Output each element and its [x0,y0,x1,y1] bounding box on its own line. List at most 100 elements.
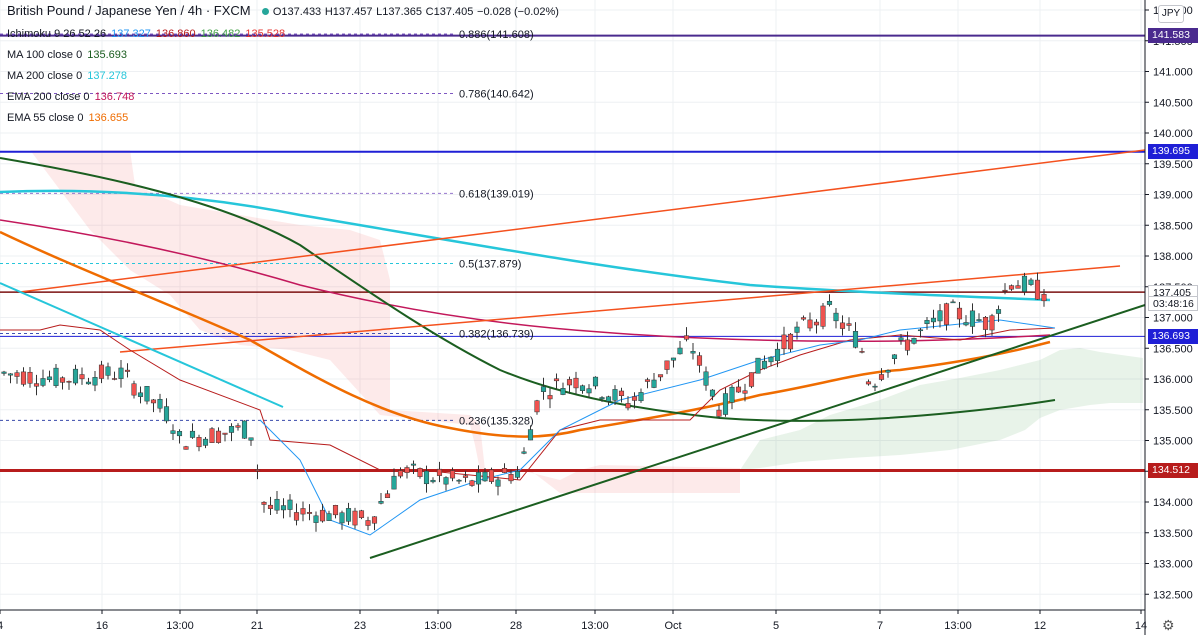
candle-body [124,369,131,372]
time-tick-label: 12 [1034,620,1046,632]
candle-body [300,508,306,515]
currency-button[interactable]: JPY [1158,5,1184,23]
candle-body [352,510,358,526]
candle-body [625,403,631,409]
candle-body [287,499,293,510]
candle-body [215,430,222,443]
indicator-value: 136.655 [88,112,129,124]
ohlc-high: H137.457 [324,6,373,18]
fib-label: 0.886(141.608) [459,29,534,41]
ohlc-change: −0.028 (−0.02%) [477,6,559,18]
candle-body [495,479,501,487]
candle-body [345,508,352,522]
candle-body [1021,275,1028,292]
price-tick-label: 140.000 [1153,128,1193,140]
indicator-name: EMA 200 close 0 [7,91,90,103]
candle-body [605,396,612,402]
candle-body [800,317,807,320]
indicator-value: 137.327 [111,28,151,40]
candle-body [202,438,209,446]
candle-body [573,377,579,389]
candle-body [339,512,345,524]
candle-body [1015,285,1021,289]
indicator-legend-row[interactable]: EMA 55 close 0 136.655 [7,112,128,124]
candle-body [995,309,1002,314]
candle-body [631,396,638,401]
ema-200-line [0,219,1051,342]
candle-body [527,429,534,441]
indicator-legend-row[interactable]: EMA 200 close 0 136.748 [7,91,134,103]
indicator-legend-row[interactable]: Ichimoku 9 26 52 26 137.327 136.860 136.482… [7,28,285,40]
symbol-title[interactable]: British Pound / Japanese Yen / 4h · FXCM… [7,3,559,18]
indicator-legend-row[interactable]: MA 200 close 0 137.278 [7,70,127,82]
candle-body [956,307,963,320]
price-tick-label: 141.000 [1153,67,1193,79]
price-axis-label: 134.512 [1148,463,1198,478]
candle-body [761,360,768,369]
candle-body [443,477,449,485]
candle-body [833,312,839,322]
candle-body [111,378,118,380]
gear-icon[interactable]: ⚙ [1162,617,1175,633]
candle-body [534,400,540,413]
price-axis-label: 03:48:16 [1148,296,1198,312]
candle-body [1028,279,1034,285]
candle-body [748,372,755,387]
candle-body [787,333,794,350]
candle-body [436,468,443,476]
price-axis-label: 139.695 [1148,144,1198,160]
candle-body [638,392,644,402]
candle-body [846,323,852,326]
price-tick-label: 139.500 [1153,159,1193,171]
candle-body [248,437,254,441]
candle-body [930,317,937,323]
candle-body [820,305,826,327]
candle-body [807,319,813,329]
indicator-value: 136.860 [155,28,196,40]
fib-label: 0.5(137.879) [459,258,521,270]
candle-body [144,386,150,402]
candle-body [911,338,917,344]
candle-body [176,431,183,437]
candle-body [196,437,202,448]
candle-body [950,301,956,304]
candle-body [267,504,274,509]
candle-body [937,310,943,322]
indicator-value: 136.748 [94,91,135,103]
candle-body [261,501,267,505]
candle-body [969,310,976,327]
indicator-legend-row[interactable]: MA 100 close 0 135.693 [7,49,127,61]
candle-body [755,357,761,374]
candle-body [7,373,14,376]
indicator-value: 137.278 [87,70,127,82]
price-tick-label: 136.000 [1153,374,1193,386]
price-tick-label: 140.500 [1153,97,1193,109]
candle-body [651,379,657,388]
candle-body [430,479,436,483]
trendline-upper-channel [19,149,1146,293]
candle-body [722,393,729,415]
candle-body [774,348,781,361]
candle-body [410,463,417,466]
indicator-name: MA 100 close 0 [7,49,83,61]
time-tick-label: 13:00 [166,620,194,632]
candle-body [898,337,904,341]
candle-body [170,430,176,434]
fib-label: 0.786(140.642) [459,89,534,101]
candle-body [924,320,930,324]
candle-body [670,357,677,361]
candle-body [501,468,508,473]
candle-body [183,446,189,450]
candle-body [963,322,969,326]
candle-body [85,381,92,385]
trendline-down [0,282,284,408]
candle-body [703,371,709,386]
candle-body [644,379,651,382]
ichimoku-cloud-bullish [740,348,1143,470]
candle-body [618,390,625,396]
candle-body [683,335,690,340]
candle-body [690,351,696,354]
candle-body [417,468,423,477]
candle-body [306,512,313,514]
